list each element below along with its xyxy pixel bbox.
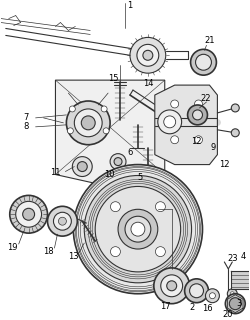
Circle shape: [23, 208, 34, 220]
Text: 23: 23: [227, 254, 237, 263]
Text: 22: 22: [200, 93, 211, 102]
Circle shape: [188, 105, 208, 125]
Circle shape: [16, 201, 42, 227]
Text: 11: 11: [50, 168, 61, 177]
Circle shape: [137, 44, 159, 66]
Circle shape: [156, 202, 165, 212]
Circle shape: [54, 212, 71, 230]
Text: 19: 19: [8, 243, 18, 252]
Circle shape: [10, 196, 48, 233]
Circle shape: [125, 216, 151, 242]
Text: 2: 2: [189, 303, 194, 312]
Text: 8: 8: [23, 122, 28, 131]
Circle shape: [74, 109, 102, 137]
Circle shape: [227, 289, 237, 299]
Circle shape: [81, 116, 95, 130]
Circle shape: [161, 275, 182, 297]
Circle shape: [184, 279, 208, 303]
Circle shape: [130, 37, 166, 73]
Text: 12: 12: [219, 160, 230, 169]
Circle shape: [77, 162, 87, 172]
Text: 10: 10: [104, 170, 114, 179]
Circle shape: [48, 206, 77, 236]
Circle shape: [158, 110, 182, 134]
Text: 12: 12: [191, 137, 202, 146]
Circle shape: [230, 292, 234, 296]
Circle shape: [66, 101, 110, 145]
Circle shape: [131, 222, 145, 236]
Circle shape: [210, 293, 216, 299]
Text: 18: 18: [43, 246, 54, 255]
Text: 4: 4: [240, 252, 246, 261]
Circle shape: [154, 268, 190, 304]
Circle shape: [171, 136, 179, 144]
Circle shape: [190, 49, 216, 75]
Circle shape: [72, 156, 92, 177]
Circle shape: [143, 50, 153, 60]
Text: 7: 7: [23, 113, 28, 122]
Circle shape: [231, 129, 239, 137]
Circle shape: [69, 106, 75, 112]
Circle shape: [194, 136, 202, 144]
Text: 17: 17: [160, 302, 171, 311]
Text: 9: 9: [211, 143, 216, 152]
Text: 6: 6: [127, 148, 133, 157]
Circle shape: [110, 247, 120, 257]
Circle shape: [84, 175, 192, 283]
Circle shape: [58, 217, 66, 225]
Text: 1: 1: [127, 1, 132, 10]
Circle shape: [196, 54, 212, 70]
Text: 3: 3: [236, 299, 242, 308]
Circle shape: [167, 281, 177, 291]
Circle shape: [156, 247, 165, 257]
Circle shape: [103, 128, 109, 134]
Circle shape: [171, 100, 179, 108]
Circle shape: [68, 128, 73, 134]
Circle shape: [118, 209, 158, 249]
Circle shape: [95, 187, 181, 272]
Polygon shape: [56, 80, 165, 184]
Circle shape: [190, 284, 203, 298]
Circle shape: [164, 116, 176, 128]
Circle shape: [192, 110, 202, 120]
Text: 16: 16: [202, 304, 213, 313]
Text: 15: 15: [108, 74, 118, 83]
Circle shape: [225, 294, 245, 314]
Text: 20: 20: [222, 310, 232, 319]
Circle shape: [229, 298, 241, 310]
Text: 5: 5: [137, 173, 142, 182]
Circle shape: [114, 158, 122, 165]
Text: 13: 13: [68, 252, 79, 261]
Circle shape: [101, 106, 107, 112]
Polygon shape: [155, 85, 218, 164]
Circle shape: [110, 202, 120, 212]
Circle shape: [194, 100, 202, 108]
Circle shape: [110, 154, 126, 170]
Circle shape: [206, 289, 220, 303]
Text: 21: 21: [204, 36, 215, 45]
Text: 14: 14: [142, 79, 153, 88]
Circle shape: [73, 164, 203, 294]
Circle shape: [231, 104, 239, 112]
Polygon shape: [231, 271, 250, 289]
